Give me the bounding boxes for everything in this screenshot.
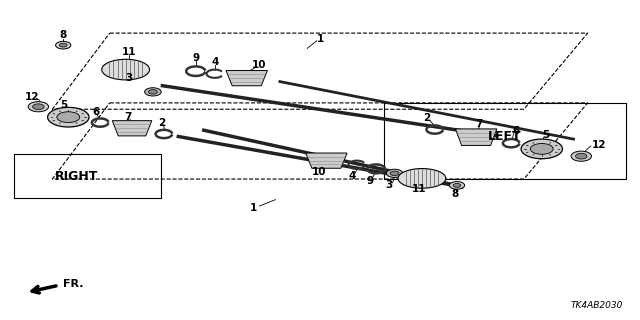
Text: 2: 2 — [158, 117, 166, 128]
Polygon shape — [226, 70, 268, 86]
Circle shape — [28, 102, 49, 112]
Text: 6: 6 — [513, 126, 520, 136]
Text: 8: 8 — [451, 189, 459, 199]
Circle shape — [60, 43, 67, 47]
Circle shape — [390, 171, 399, 176]
Ellipse shape — [57, 112, 80, 123]
Text: 5: 5 — [543, 130, 550, 140]
Circle shape — [145, 88, 161, 96]
Circle shape — [575, 153, 587, 159]
Text: RIGHT: RIGHT — [55, 170, 99, 183]
Circle shape — [387, 169, 403, 178]
Circle shape — [33, 104, 44, 109]
Ellipse shape — [102, 59, 150, 80]
Text: 1: 1 — [316, 34, 324, 44]
Ellipse shape — [47, 107, 89, 127]
Text: 7: 7 — [124, 112, 131, 122]
Text: LEFT: LEFT — [488, 130, 522, 143]
Polygon shape — [112, 121, 152, 136]
Text: 8: 8 — [60, 30, 67, 40]
Circle shape — [453, 183, 461, 187]
Text: 5: 5 — [60, 100, 67, 110]
Ellipse shape — [398, 169, 446, 188]
Text: 12: 12 — [592, 140, 606, 150]
Text: 12: 12 — [25, 92, 39, 101]
Circle shape — [571, 151, 591, 161]
Text: 1: 1 — [250, 203, 257, 212]
Text: 9: 9 — [366, 176, 373, 186]
Circle shape — [56, 41, 71, 49]
Text: 3: 3 — [385, 180, 392, 190]
Text: 10: 10 — [252, 60, 267, 70]
Circle shape — [148, 90, 157, 94]
Text: 4: 4 — [211, 57, 218, 67]
Text: 11: 11 — [412, 184, 426, 194]
Text: 9: 9 — [192, 53, 199, 63]
Text: 3: 3 — [125, 73, 132, 83]
Text: 4: 4 — [348, 172, 356, 181]
Text: FR.: FR. — [63, 279, 84, 289]
Text: 7: 7 — [476, 119, 483, 130]
Text: 2: 2 — [424, 113, 431, 123]
Text: TK4AB2030: TK4AB2030 — [571, 301, 623, 310]
Text: 11: 11 — [122, 47, 136, 57]
Ellipse shape — [521, 139, 563, 159]
Ellipse shape — [531, 143, 553, 154]
Polygon shape — [456, 129, 497, 145]
Text: 10: 10 — [312, 167, 326, 177]
Polygon shape — [306, 153, 347, 168]
Circle shape — [449, 181, 465, 189]
Text: 6: 6 — [92, 107, 99, 117]
